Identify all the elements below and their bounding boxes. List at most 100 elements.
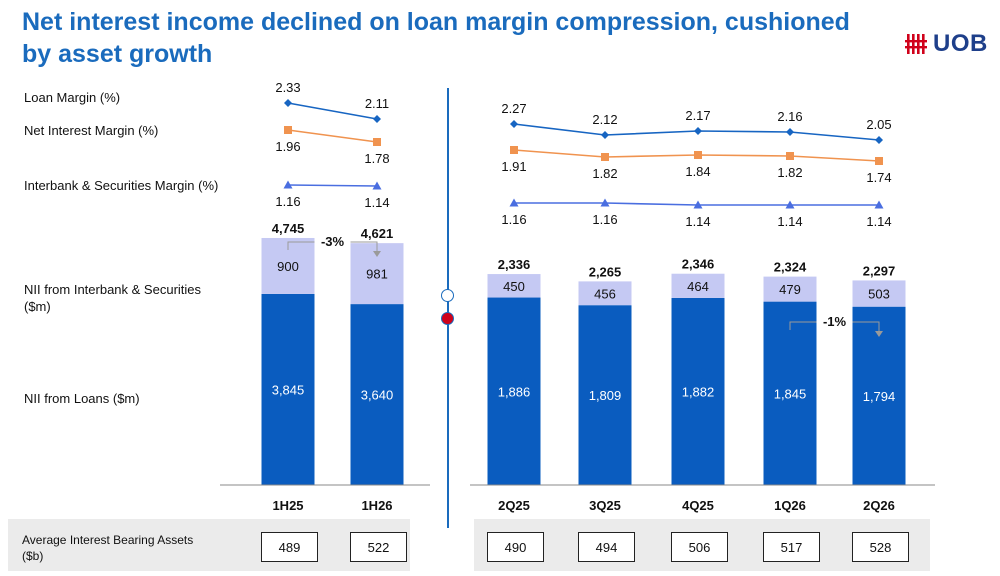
quarter-bar-interbank [671, 273, 725, 298]
quarter-assets-box: 517 [763, 532, 820, 562]
quarter-bar-total-label: 2,265 [589, 264, 622, 279]
label-nii-interbank: NII from Interbank & Securities ($m) [24, 282, 202, 314]
half-line-2-value-label: 1.16 [275, 194, 300, 209]
half-change-label: -3% [321, 234, 345, 249]
quarter-assets-box: 528 [852, 532, 909, 562]
label-loan-margin: Loan Margin (%) [24, 90, 121, 105]
quarter-line-1-value-label: 1.82 [777, 165, 802, 180]
half-change-arrow-icon [373, 251, 381, 257]
half-change-bg [314, 233, 351, 251]
quarter-line-0-value-label: 2.05 [866, 117, 891, 132]
quarter-bar-loans [671, 297, 725, 485]
quarter-line-1-point [786, 152, 794, 160]
quarter-line-0-value-label: 2.17 [685, 108, 710, 123]
quarter-line-0-point [601, 131, 609, 139]
quarter-bar-interbank-label: 456 [594, 286, 616, 301]
quarter-assets-box: 490 [487, 532, 544, 562]
half-line-0-point [373, 115, 381, 123]
quarter-bar-loans-label: 1,809 [589, 388, 622, 403]
label-nii-loans: NII from Loans ($m) [24, 391, 140, 406]
quarter-line-2-point [509, 198, 519, 207]
half-line-2-point [283, 180, 293, 189]
half-category-label: 1H25 [272, 498, 303, 513]
quarter-line-0-point [510, 120, 518, 128]
half-line-1 [287, 129, 378, 143]
quarter-change-arrow-icon [875, 331, 883, 337]
quarter-line-0-value-label: 2.16 [777, 109, 802, 124]
quarter-line-2-point [874, 200, 884, 209]
half-line-1-point [373, 138, 381, 146]
quarter-category-label: 1Q26 [774, 498, 806, 513]
half-assets-box: 522 [350, 532, 407, 562]
quarter-assets-box: 494 [578, 532, 635, 562]
half-line-2-point [372, 181, 382, 190]
quarter-bar-interbank-label: 464 [687, 279, 709, 294]
quarter-bar-interbank-label: 503 [868, 287, 890, 302]
half-bar-total-label: 4,745 [272, 221, 305, 236]
quarter-line-0-point [694, 127, 702, 135]
quarter-bar-total-label: 2,297 [863, 263, 896, 278]
page-title: Net interest income declined on loan mar… [22, 8, 850, 68]
quarter-line-2-point [693, 200, 703, 209]
quarter-bar-loans [578, 305, 632, 485]
quarter-line-1-point [875, 157, 883, 165]
label-avg-assets: Average Interest Bearing Assets ($b) [22, 533, 194, 563]
quarter-change-bg [816, 313, 853, 331]
quarter-bar-interbank-label: 479 [779, 282, 801, 297]
open-circle-icon [441, 289, 454, 302]
quarter-bar-total-label: 2,346 [682, 257, 715, 272]
half-line-1-point [284, 126, 292, 134]
half-line-0-value-label: 2.11 [365, 96, 389, 111]
quarter-bar-interbank [578, 281, 632, 306]
quarter-category-label: 2Q25 [498, 498, 530, 513]
quarter-category-label: 4Q25 [682, 498, 714, 513]
quarter-line-2-value-label: 1.14 [685, 214, 710, 229]
quarter-line-0-value-label: 2.12 [592, 112, 617, 127]
quarter-bar-interbank [852, 280, 906, 307]
quarter-line-2-point [600, 198, 610, 207]
half-bar-loans [261, 293, 315, 485]
quarter-line-0-point [786, 128, 794, 136]
quarter-line-2-value-label: 1.14 [777, 214, 802, 229]
label-nim: Net Interest Margin (%) [24, 123, 159, 138]
quarter-bar-total-label: 2,336 [498, 257, 531, 272]
half-bar-total-label: 4,621 [361, 226, 394, 241]
half-line-2 [287, 184, 378, 187]
filled-circle-icon [441, 312, 454, 325]
half-line-1-value-label: 1.96 [275, 139, 300, 154]
half-line-0-point [284, 99, 292, 107]
quarter-category-label: 2Q26 [863, 498, 895, 513]
quarter-line-1-value-label: 1.82 [592, 166, 617, 181]
quarter-bar-loans-label: 1,882 [682, 384, 715, 399]
quarter-line-1-point [510, 146, 518, 154]
quarter-bar-loans [763, 301, 817, 485]
quarter-line-1-value-label: 1.91 [501, 159, 526, 174]
uob-bars-icon [905, 34, 927, 54]
half-bar-interbank-label: 900 [277, 259, 299, 274]
label-interbank-margin: Interbank & Securities Margin (%) [24, 178, 219, 193]
half-bar-loans-label: 3,640 [361, 388, 394, 403]
quarter-line-1-value-label: 1.84 [685, 164, 710, 179]
half-bar-interbank-label: 981 [366, 267, 388, 282]
quarter-line-2-value-label: 1.16 [501, 212, 526, 227]
quarter-bar-loans-label: 1,794 [863, 389, 896, 404]
quarter-line-2-point [785, 200, 795, 209]
half-bar-loans-label: 3,845 [272, 382, 305, 397]
assets-band-half [8, 519, 410, 571]
quarter-change-label: -1% [823, 314, 847, 329]
quarter-bar-loans-label: 1,886 [498, 384, 531, 399]
quarter-line-1-point [694, 151, 702, 159]
quarter-line-2-value-label: 1.14 [866, 214, 891, 229]
panel-divider [447, 88, 449, 528]
uob-logo: UOB [905, 30, 988, 58]
half-line-0-value-label: 2.33 [275, 80, 300, 95]
quarter-category-label: 3Q25 [589, 498, 621, 513]
quarter-line-1-point [601, 153, 609, 161]
half-category-label: 1H26 [361, 498, 392, 513]
quarter-line-0-point [875, 136, 883, 144]
half-line-0 [287, 102, 378, 120]
logo-text: UOB [933, 30, 988, 57]
quarter-bar-interbank [763, 276, 817, 302]
quarter-bar-interbank [487, 274, 541, 298]
